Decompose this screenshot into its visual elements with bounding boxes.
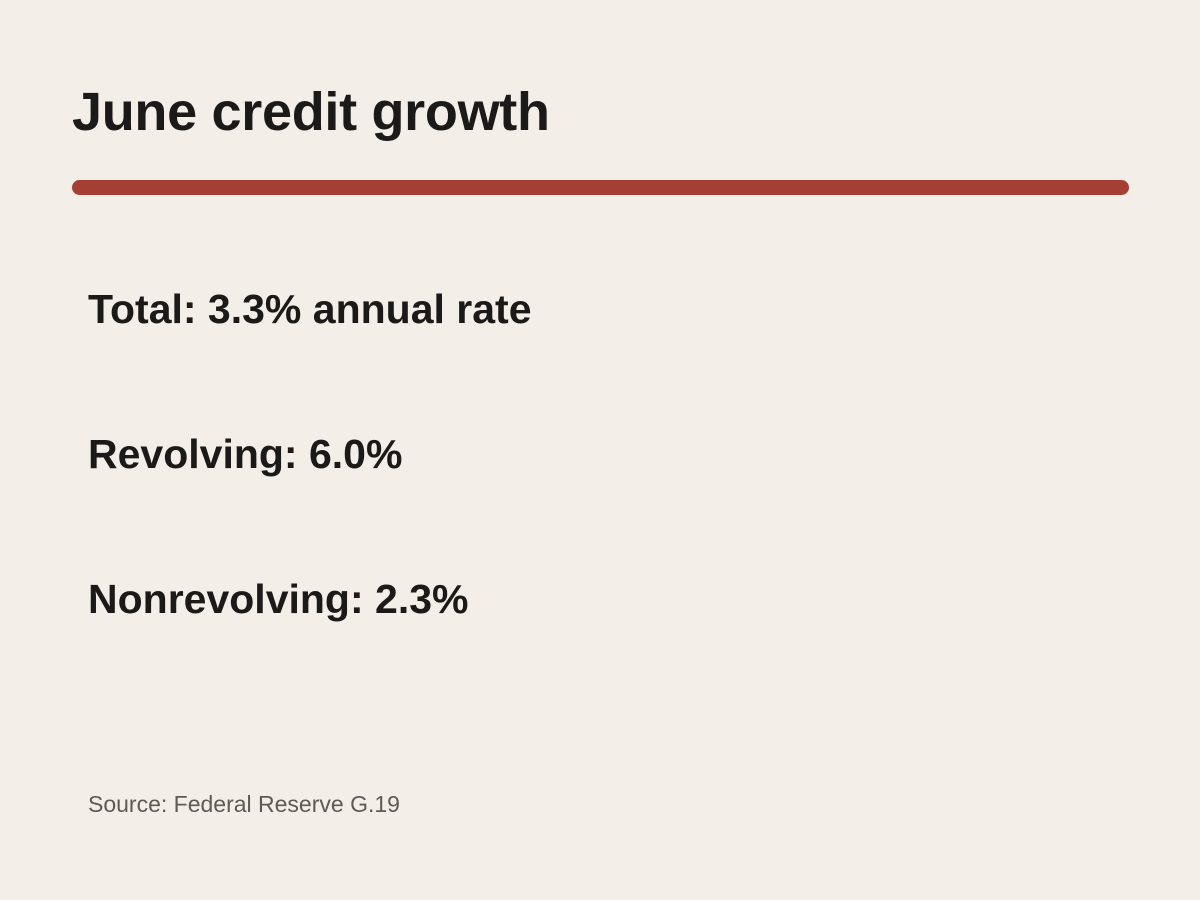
accent-divider [72,180,1129,195]
stat-nonrevolving: Nonrevolving: 2.3% [88,576,469,622]
stat-revolving: Revolving: 6.0% [88,431,403,477]
page-title: June credit growth [72,82,550,142]
stat-total: Total: 3.3% annual rate [88,286,532,332]
source-note: Source: Federal Reserve G.19 [88,791,400,817]
